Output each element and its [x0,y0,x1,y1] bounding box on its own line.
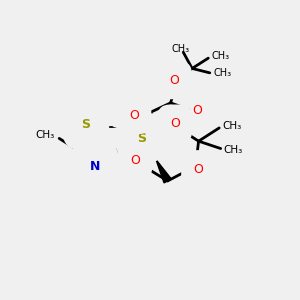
Text: O: O [130,154,140,167]
Text: O: O [194,163,203,176]
Text: O: O [192,104,202,117]
Polygon shape [144,112,152,138]
Text: CH₃: CH₃ [172,44,190,54]
Text: CH₃: CH₃ [224,145,243,155]
Text: O: O [129,109,139,122]
Text: CH₃: CH₃ [35,130,55,140]
Polygon shape [156,160,171,183]
Text: S: S [137,131,146,145]
Text: CH₃: CH₃ [213,68,231,78]
Text: N: N [112,147,122,160]
Text: CH₃: CH₃ [222,122,242,131]
Text: O: O [170,117,180,130]
Text: N: N [89,160,100,172]
Text: CH₃: CH₃ [212,51,230,61]
Text: O: O [169,74,179,87]
Text: S: S [82,118,91,131]
